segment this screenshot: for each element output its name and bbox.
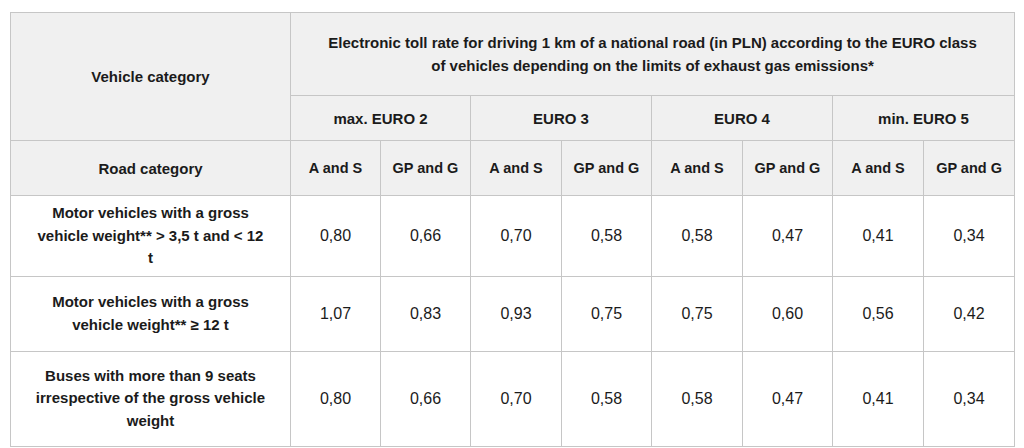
euro-class-header-min-euro-5: min. EURO 5 — [833, 96, 1015, 141]
road-category-header: Road category — [11, 141, 291, 196]
road-type-header: A and S — [833, 141, 924, 196]
toll-value-cell: 0,56 — [833, 276, 924, 351]
table-row-motor-vehicles-over-12t: Motor vehicles with a gross vehicle weig… — [11, 276, 1015, 351]
vehicle-category-cell: Buses with more than 9 seats irrespectiv… — [11, 351, 291, 446]
table-row-buses: Buses with more than 9 seats irrespectiv… — [11, 351, 1015, 446]
euro-class-header-max-euro-2: max. EURO 2 — [291, 96, 471, 141]
toll-value-cell: 0,47 — [743, 351, 833, 446]
euro-class-header-euro-4: EURO 4 — [652, 96, 833, 141]
road-type-header: A and S — [652, 141, 743, 196]
toll-value-cell: 0,80 — [291, 351, 381, 446]
header-row-title: Vehicle category Electronic toll rate fo… — [11, 13, 1015, 96]
road-type-header: GP and G — [381, 141, 471, 196]
toll-value-cell: 0,66 — [381, 351, 471, 446]
toll-value-cell: 0,75 — [652, 276, 743, 351]
toll-value-cell: 0,58 — [652, 196, 743, 277]
toll-value-cell: 0,60 — [743, 276, 833, 351]
vehicle-category-cell: Motor vehicles with a gross vehicle weig… — [11, 276, 291, 351]
vehicle-category-cell: Motor vehicles with a gross vehicle weig… — [11, 196, 291, 277]
toll-value-cell: 0,47 — [743, 196, 833, 277]
toll-value-cell: 0,80 — [291, 196, 381, 277]
road-type-header: A and S — [291, 141, 381, 196]
toll-value-cell: 0,70 — [471, 196, 562, 277]
toll-value-cell: 0,41 — [833, 196, 924, 277]
toll-value-cell: 0,42 — [924, 276, 1015, 351]
euro-class-header-euro-3: EURO 3 — [471, 96, 652, 141]
toll-value-cell: 0,58 — [652, 351, 743, 446]
page: Vehicle category Electronic toll rate fo… — [0, 0, 1024, 448]
toll-value-cell: 0,58 — [562, 351, 652, 446]
toll-value-cell: 0,75 — [562, 276, 652, 351]
toll-value-cell: 0,58 — [562, 196, 652, 277]
toll-value-cell: 0,83 — [381, 276, 471, 351]
road-type-header: GP and G — [562, 141, 652, 196]
road-type-header: A and S — [471, 141, 562, 196]
toll-value-cell: 0,41 — [833, 351, 924, 446]
header-row-road-category: Road category A and S GP and G A and S G… — [11, 141, 1015, 196]
toll-rate-table: Vehicle category Electronic toll rate fo… — [10, 12, 1015, 447]
toll-value-cell: 0,34 — [924, 196, 1015, 277]
road-type-header: GP and G — [743, 141, 833, 196]
toll-rate-description-header: Electronic toll rate for driving 1 km of… — [291, 13, 1015, 96]
toll-value-cell: 1,07 — [291, 276, 381, 351]
toll-value-cell: 0,70 — [471, 351, 562, 446]
vehicle-category-header: Vehicle category — [11, 13, 291, 141]
toll-value-cell: 0,34 — [924, 351, 1015, 446]
toll-value-cell: 0,93 — [471, 276, 562, 351]
road-type-header: GP and G — [924, 141, 1015, 196]
table-row-motor-vehicles-under-12t: Motor vehicles with a gross vehicle weig… — [11, 196, 1015, 277]
toll-value-cell: 0,66 — [381, 196, 471, 277]
